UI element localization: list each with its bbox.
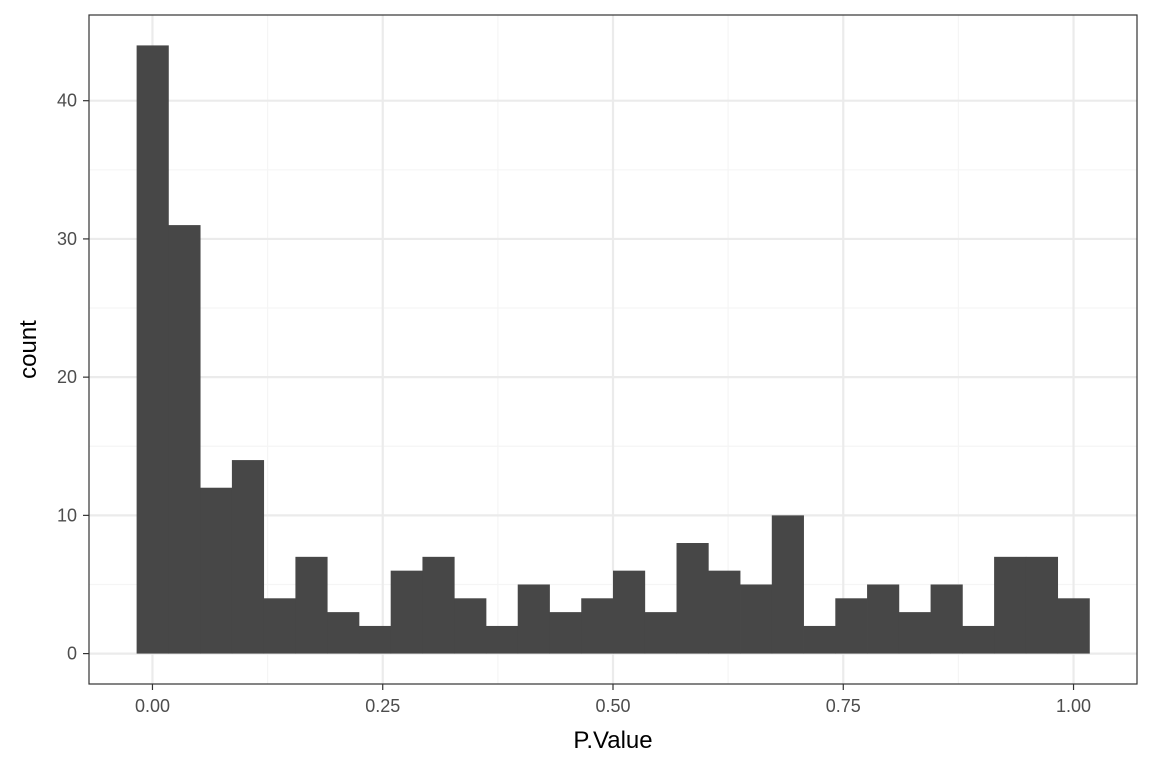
histogram-bar xyxy=(1025,556,1059,654)
x-tick-label: 1.00 xyxy=(1056,696,1091,716)
histogram-bar xyxy=(740,584,773,654)
y-axis: 0 10 20 30 40 xyxy=(57,91,89,664)
histogram-bar xyxy=(517,584,550,654)
histogram-bar xyxy=(962,625,995,654)
histogram-bar xyxy=(200,487,233,654)
histogram-bar xyxy=(485,625,519,654)
histogram-bar xyxy=(581,598,614,654)
x-axis-title: P.Value xyxy=(573,727,652,754)
histogram-bar xyxy=(549,612,582,654)
histogram-bar xyxy=(994,556,1027,654)
bars xyxy=(136,45,1090,654)
histogram-bar xyxy=(676,543,709,654)
histogram-bar xyxy=(867,584,900,654)
y-tick-label: 10 xyxy=(57,505,77,525)
histogram-bar xyxy=(422,556,455,654)
histogram-bar xyxy=(231,460,265,654)
x-tick-label: 0.50 xyxy=(595,696,630,716)
histogram-bar xyxy=(930,584,963,654)
x-axis: 0.00 0.25 0.50 0.75 1.00 xyxy=(135,684,1091,716)
histogram-bar xyxy=(644,612,677,654)
histogram-bar xyxy=(295,556,328,654)
histogram-bar xyxy=(803,625,836,654)
x-tick-label: 0.75 xyxy=(826,696,861,716)
histogram-bar xyxy=(771,515,804,654)
histogram-bar xyxy=(898,612,931,654)
histogram-bar xyxy=(613,570,646,654)
histogram-bar xyxy=(358,625,392,654)
y-tick-label: 0 xyxy=(67,644,77,664)
x-tick-label: 0.25 xyxy=(365,696,400,716)
histogram-bar xyxy=(708,570,741,654)
histogram-bar xyxy=(263,598,296,654)
histogram-bar xyxy=(390,570,423,654)
histogram-bar xyxy=(454,598,487,654)
histogram-bar xyxy=(835,598,868,654)
histogram-bar xyxy=(136,45,169,654)
histogram-bar xyxy=(327,612,360,654)
x-tick-label: 0.00 xyxy=(135,696,170,716)
histogram-bar xyxy=(1057,598,1090,654)
histogram-bar xyxy=(168,225,201,654)
y-axis-title: count xyxy=(15,320,42,379)
y-tick-label: 40 xyxy=(57,91,77,111)
y-tick-label: 30 xyxy=(57,229,77,249)
y-tick-label: 20 xyxy=(57,367,77,387)
